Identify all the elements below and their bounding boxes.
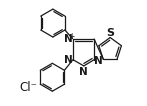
Text: N: N <box>64 34 73 44</box>
Text: Cl⁻: Cl⁻ <box>20 81 37 94</box>
Text: N: N <box>64 55 73 65</box>
Text: N: N <box>79 67 88 77</box>
Text: S: S <box>106 28 114 38</box>
Text: +: + <box>68 32 74 41</box>
Text: N: N <box>94 56 103 66</box>
